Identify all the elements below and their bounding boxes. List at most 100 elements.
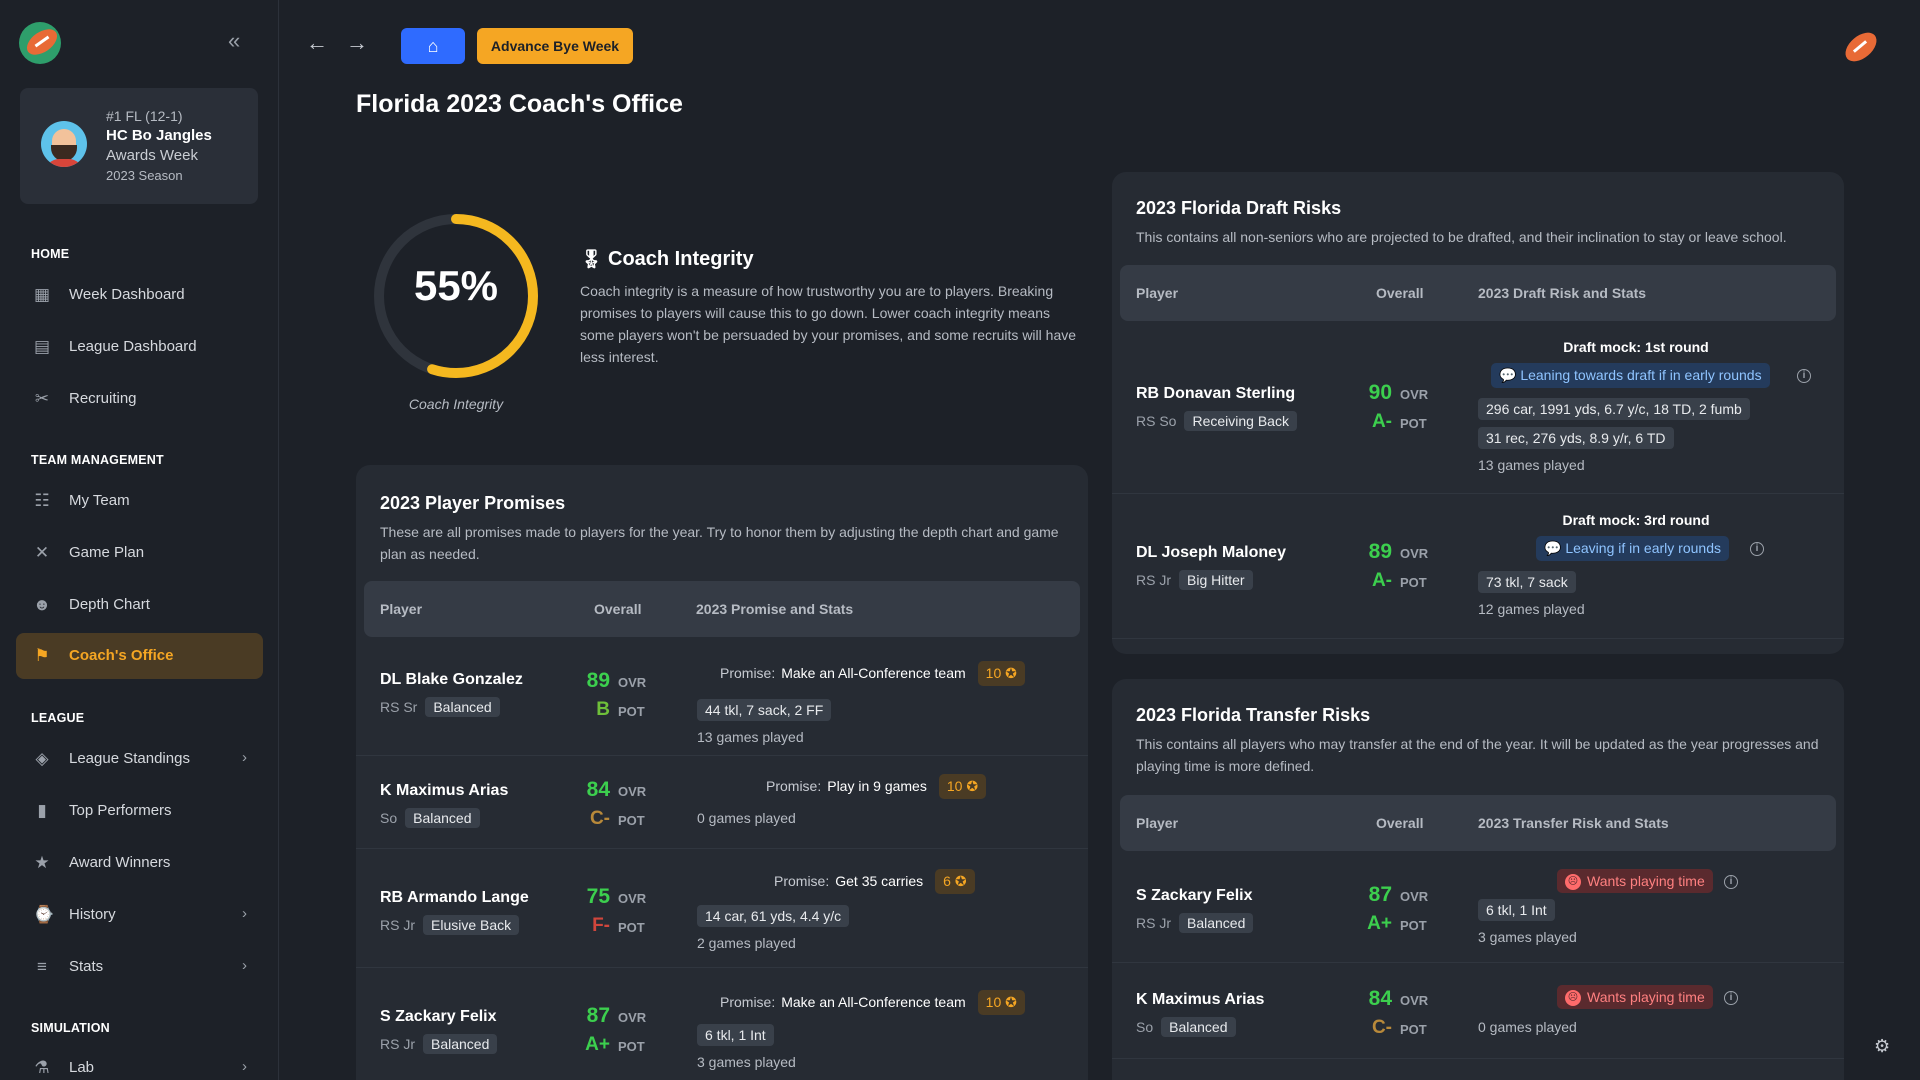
draft-lean-badge: 💬 Leaning towards draft if in early roun… xyxy=(1491,363,1770,388)
medal-icon: ✪ xyxy=(1005,994,1017,1010)
archetype-badge: Balanced xyxy=(425,697,500,717)
games-played: 2 games played xyxy=(697,935,796,951)
integrity-description: Coach integrity is a measure of how trus… xyxy=(580,283,1077,365)
info-icon[interactable]: i xyxy=(1724,875,1738,889)
player-sub: RS Jr Big Hitter xyxy=(1136,570,1253,590)
sidebar-item-depth-chart[interactable]: ☻ Depth Chart xyxy=(16,582,263,628)
column-header-player: Player xyxy=(1136,285,1179,301)
info-icon[interactable]: i xyxy=(1750,542,1764,556)
player-sub: RS So Receiving Back xyxy=(1136,411,1297,431)
player-name[interactable]: K Maximus Arias xyxy=(380,782,509,799)
archetype-badge: Elusive Back xyxy=(423,915,520,935)
chevron-right-icon: › xyxy=(242,957,247,974)
table-row[interactable]: K Maximus Arias So Balanced 84 OVR C- POT… xyxy=(356,756,1088,849)
pot-value: A- xyxy=(1371,411,1392,432)
chevron-right-icon: › xyxy=(242,749,247,766)
sidebar-item-game-plan[interactable]: ✕ Game Plan xyxy=(16,530,263,576)
sidebar-item-history[interactable]: ⌚ History › xyxy=(16,892,263,938)
table-header: Player Overall 2023 Promise and Stats xyxy=(364,581,1080,637)
medal-icon: ✪ xyxy=(966,778,979,794)
player-year: So xyxy=(1136,1019,1154,1035)
table-row[interactable]: DL Blake Gonzalez RS Sr Balanced 89 OVR B… xyxy=(356,637,1088,756)
player-name[interactable]: K Maximus Arias xyxy=(1136,991,1265,1008)
archetype-badge: Receiving Back xyxy=(1184,411,1297,431)
ovr-value: 89 xyxy=(1368,540,1392,563)
forward-arrow-icon[interactable]: → xyxy=(346,30,368,55)
database-icon: ≡ xyxy=(37,957,47,976)
draft-lean-text: Leaning towards draft if in early rounds xyxy=(1520,367,1762,383)
sidebar-item-my-team[interactable]: ☷ My Team xyxy=(16,478,263,524)
team-icon: ☷ xyxy=(34,491,50,510)
player-year: RS Jr xyxy=(1136,915,1171,931)
promise-badge-value: 6 xyxy=(943,873,951,889)
archetype-badge: Balanced xyxy=(405,808,480,828)
pot-value: C- xyxy=(1371,1017,1392,1038)
sidebar-item-label: Depth Chart xyxy=(69,596,150,613)
table-row[interactable]: RB Armando Lange RS Jr Elusive Back 75 OV… xyxy=(356,849,1088,968)
integrity-caption: Coach Integrity xyxy=(408,396,504,412)
sidebar-item-award-winners[interactable]: ★ Award Winners xyxy=(16,840,263,886)
table-row[interactable]: K Maximus Arias So Balanced 84 OVR C- POT… xyxy=(1112,963,1844,1059)
football-menu-icon[interactable] xyxy=(1840,27,1882,67)
player-name[interactable]: DL Joseph Maloney xyxy=(1136,544,1286,561)
sidebar-item-stats[interactable]: ≡ Stats › xyxy=(16,944,263,990)
nav-section-team-management: TEAM MANAGEMENT xyxy=(31,453,164,467)
player-name[interactable]: RB Armando Lange xyxy=(380,889,529,906)
player-year: RS Jr xyxy=(1136,572,1171,588)
sidebar-item-label: League Standings xyxy=(69,750,190,767)
collapse-sidebar-icon[interactable]: « xyxy=(228,28,241,53)
games-played: 3 games played xyxy=(1478,929,1577,945)
pot-label: POT xyxy=(1400,918,1427,933)
promise-label: Promise: xyxy=(774,873,830,889)
table-header: Player Overall 2023 Transfer Risk and St… xyxy=(1120,795,1836,851)
panel-title: 2023 Florida Draft Risks xyxy=(1136,198,1342,218)
ovr-value: 90 xyxy=(1368,381,1392,404)
stat-chip: 14 car, 61 yds, 4.4 y/c xyxy=(697,905,850,927)
pot-label: POT xyxy=(618,1039,645,1054)
games-played: 13 games played xyxy=(1478,457,1585,473)
football-logo-icon[interactable] xyxy=(19,22,61,64)
column-header-overall: Overall xyxy=(1376,285,1424,301)
player-name[interactable]: S Zackary Felix xyxy=(380,1008,497,1025)
sidebar-item-label: Recruiting xyxy=(69,390,137,407)
archetype-badge: Balanced xyxy=(1179,913,1254,933)
sidebar-item-label: Lab xyxy=(69,1059,95,1076)
sidebar-item-coachs-office[interactable]: ⚑ Coach's Office xyxy=(16,633,263,679)
sidebar-item-top-performers[interactable]: ▮ Top Performers xyxy=(16,788,263,834)
sidebar-item-league-dashboard[interactable]: ▤ League Dashboard xyxy=(16,324,263,370)
chevron-right-icon: › xyxy=(242,905,247,922)
home-button[interactable]: ⌂ xyxy=(401,28,465,64)
ovr-value: 75 xyxy=(586,885,610,908)
integrity-ring xyxy=(374,214,538,378)
pot-value: A- xyxy=(1371,570,1392,591)
info-icon[interactable]: i xyxy=(1724,991,1738,1005)
table-row[interactable]: S Zackary Felix RS Jr Balanced 87 OVR A+ … xyxy=(1112,851,1844,963)
table-row[interactable]: DL Joseph Maloney RS Jr Big Hitter 89 OVR… xyxy=(1112,494,1844,639)
sidebar-item-lab[interactable]: ⚗ Lab › xyxy=(16,1045,263,1080)
player-name[interactable]: DL Blake Gonzalez xyxy=(380,671,523,688)
advance-bye-week-button[interactable]: Advance Bye Week xyxy=(477,28,633,64)
sidebar-item-recruiting[interactable]: ✂ Recruiting xyxy=(16,376,263,422)
table-row[interactable]: RB Donavan Sterling RS So Receiving Back … xyxy=(1112,321,1844,494)
player-year: RS Jr xyxy=(380,917,415,933)
table-row[interactable]: S Zackary Felix RS Jr Balanced 87 OVR A+ … xyxy=(356,968,1088,1080)
sidebar-item-week-dashboard[interactable]: ▦ Week Dashboard xyxy=(16,272,263,318)
promise-badge: 6 ✪ xyxy=(935,869,975,894)
archetype-badge: Balanced xyxy=(1161,1017,1236,1037)
gear-icon[interactable]: ⚙ xyxy=(1874,1036,1891,1056)
player-sub: So Balanced xyxy=(380,808,480,828)
player-name[interactable]: RB Donavan Sterling xyxy=(1136,385,1296,402)
player-name[interactable]: S Zackary Felix xyxy=(1136,887,1253,904)
pot-label: POT xyxy=(618,920,645,935)
sidebar-item-league-standings[interactable]: ◈ League Standings › xyxy=(16,736,263,782)
player-year: So xyxy=(380,810,398,826)
coach-card[interactable]: #1 FL (12-1) HC Bo Jangles Awards Week 2… xyxy=(20,88,258,204)
nav-section-home: HOME xyxy=(31,247,70,261)
games-played: 13 games played xyxy=(697,729,804,745)
pot-value: F- xyxy=(592,915,610,936)
info-icon[interactable]: i xyxy=(1797,369,1811,383)
back-arrow-icon[interactable]: ← xyxy=(306,30,328,55)
promise-label: Promise: xyxy=(720,665,776,681)
integrity-percent: 55% xyxy=(413,262,499,309)
games-played: 0 games played xyxy=(1478,1019,1577,1035)
